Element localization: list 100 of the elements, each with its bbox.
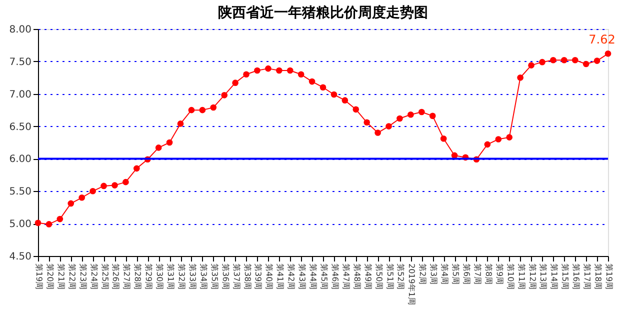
y-tick-label: 7.00 bbox=[9, 89, 32, 100]
x-tick-label: 第12周 bbox=[528, 264, 537, 290]
x-tick-label: 第10周 bbox=[506, 264, 515, 290]
x-tick-label: 第19周 bbox=[34, 264, 44, 290]
x-tick-label: 第30周 bbox=[155, 264, 164, 290]
point bbox=[539, 58, 546, 66]
x-tick-label: 第4周 bbox=[440, 264, 450, 285]
point bbox=[199, 106, 206, 114]
x-tick-label: 第19周 bbox=[604, 264, 614, 290]
y-tick-label: 6.00 bbox=[9, 154, 32, 166]
x-tick-label: 第31周 bbox=[166, 264, 176, 290]
x-tick-label: 第14周 bbox=[550, 264, 559, 290]
x-tick-label: 第33周 bbox=[188, 264, 197, 290]
point bbox=[68, 200, 74, 207]
x-tick-label: 第27周 bbox=[122, 264, 132, 290]
point bbox=[221, 92, 228, 98]
x-tick-label: 第11周 bbox=[516, 264, 526, 290]
x-tick-label: 第36周 bbox=[220, 264, 230, 290]
x-tick-label: 第6周 bbox=[462, 264, 471, 285]
data-label: 7.62 bbox=[588, 32, 616, 47]
x-tick-label: 第18周 bbox=[594, 264, 603, 290]
point bbox=[276, 67, 282, 74]
point bbox=[396, 115, 403, 122]
point bbox=[418, 108, 425, 116]
x-tick-label: 第37周 bbox=[232, 264, 241, 290]
x-tick-label: 第20周 bbox=[45, 264, 54, 290]
x-tick-label: 第52周 bbox=[396, 264, 406, 290]
y-tick-label: 6.50 bbox=[9, 122, 32, 133]
point bbox=[133, 165, 140, 172]
point bbox=[298, 71, 304, 78]
point bbox=[243, 71, 250, 78]
point bbox=[594, 58, 600, 64]
point bbox=[374, 130, 381, 136]
x-tick-label: 第8周 bbox=[484, 264, 493, 285]
point bbox=[166, 139, 173, 146]
point bbox=[342, 97, 348, 104]
point bbox=[177, 120, 184, 127]
point bbox=[320, 84, 326, 91]
point bbox=[78, 194, 86, 201]
point bbox=[122, 178, 129, 186]
x-tick-label: 第46周 bbox=[330, 264, 340, 290]
x-tick-label: 第48周 bbox=[352, 264, 362, 290]
x-tick-label: 第5周 bbox=[451, 264, 460, 285]
x-tick-label: 2019年1周 bbox=[407, 264, 416, 305]
x-tick-label: 第15周 bbox=[560, 264, 570, 290]
x-tick-label: 第49周 bbox=[363, 264, 372, 290]
point bbox=[440, 135, 447, 142]
point bbox=[484, 141, 491, 148]
point bbox=[506, 134, 513, 140]
x-tick-label: 第7周 bbox=[472, 264, 482, 285]
point bbox=[429, 112, 436, 120]
point bbox=[560, 56, 568, 64]
x-tick-label: 第32周 bbox=[177, 264, 186, 290]
y-tick-label: 7.50 bbox=[9, 56, 32, 68]
point bbox=[352, 106, 360, 113]
chart-title: 陕西省近一年猪粮比价周度走势图 bbox=[218, 4, 428, 21]
point bbox=[386, 123, 392, 130]
x-tick-label: 第29周 bbox=[144, 264, 154, 290]
point bbox=[155, 144, 162, 151]
point bbox=[100, 182, 107, 190]
point bbox=[265, 65, 272, 72]
point bbox=[572, 56, 578, 64]
x-tick-label: 第38周 bbox=[242, 264, 252, 290]
x-tick-label: 第3周 bbox=[429, 264, 438, 285]
x-tick-label: 第35周 bbox=[210, 264, 219, 290]
x-tick-label: 第51周 bbox=[385, 264, 394, 290]
point bbox=[364, 119, 370, 126]
x-tick-label: 第50周 bbox=[374, 264, 384, 290]
x-tick-label: 第28周 bbox=[133, 264, 142, 290]
x-tick-label: 第16周 bbox=[572, 264, 581, 290]
x-tick-label: 第40周 bbox=[264, 264, 274, 290]
x-tick-label: 第13周 bbox=[538, 264, 548, 290]
point bbox=[34, 220, 42, 226]
point bbox=[308, 78, 316, 85]
point bbox=[330, 91, 338, 98]
y-tick-label: 4.50 bbox=[9, 252, 32, 262]
x-tick-label: 第45周 bbox=[320, 264, 328, 290]
x-tick-label: 第47周 bbox=[341, 264, 350, 290]
x-tick-label: 第25周 bbox=[100, 264, 110, 290]
x-tick-label: 第24周 bbox=[89, 264, 98, 290]
x-tick-label: 第39周 bbox=[254, 264, 263, 290]
point bbox=[582, 60, 590, 68]
x-tick-label: 第17周 bbox=[582, 264, 592, 290]
x-tick-label: 第41周 bbox=[276, 264, 285, 290]
point bbox=[495, 136, 502, 142]
x-tick-label: 第44周 bbox=[308, 264, 318, 290]
point bbox=[528, 62, 534, 68]
y-tick-label: 5.50 bbox=[9, 186, 32, 198]
y-tick-label: 8.00 bbox=[9, 24, 32, 36]
point bbox=[604, 50, 612, 57]
point bbox=[286, 67, 294, 74]
x-tick-label: 第26周 bbox=[111, 264, 120, 290]
point bbox=[254, 67, 260, 74]
point bbox=[46, 221, 52, 228]
point bbox=[550, 56, 556, 64]
point bbox=[112, 182, 118, 188]
x-tick-label: 第9周 bbox=[494, 264, 504, 285]
point bbox=[517, 74, 524, 81]
x-tick-label: 第42周 bbox=[286, 264, 296, 290]
x-tick-label: 第21周 bbox=[56, 264, 66, 290]
